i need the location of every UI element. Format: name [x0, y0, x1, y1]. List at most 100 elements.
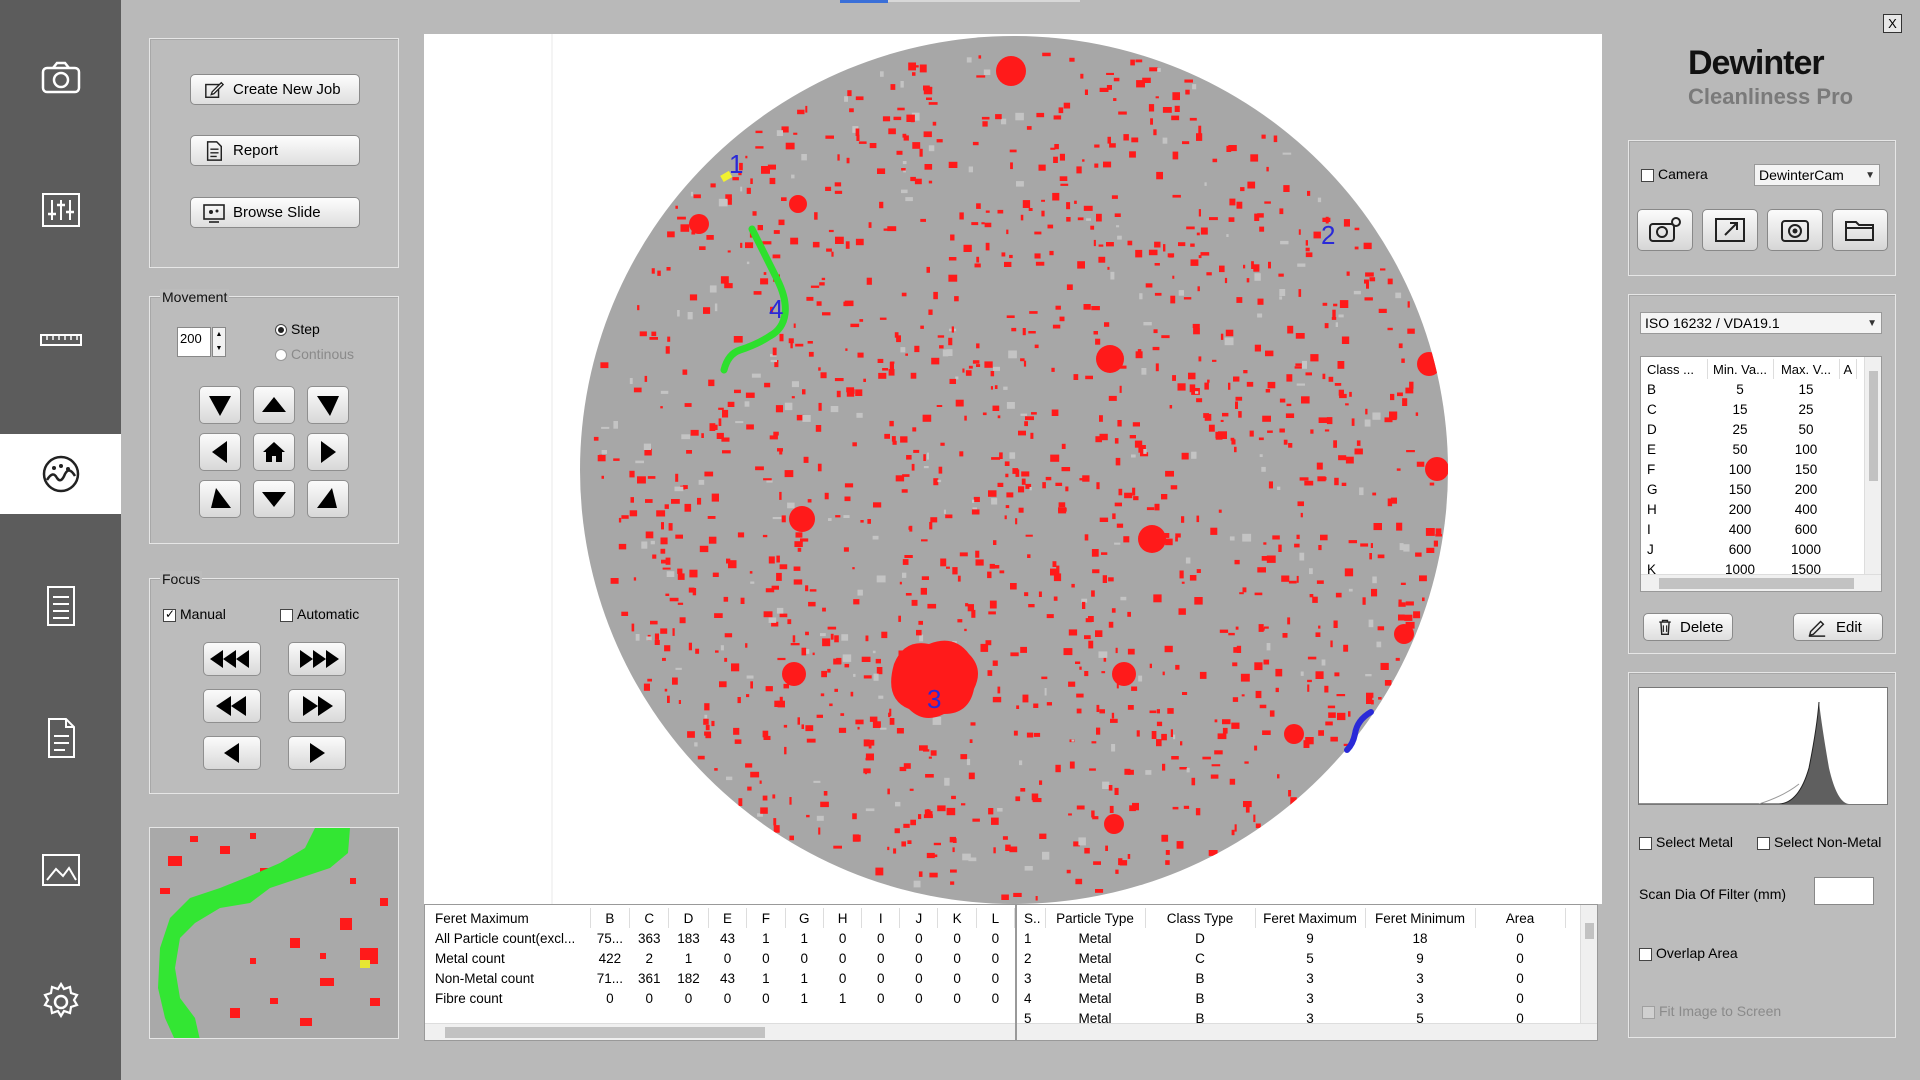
delete-button[interactable]: Delete: [1643, 613, 1733, 641]
nav-list[interactable]: [0, 566, 121, 646]
particle-column-header[interactable]: Class Type: [1145, 908, 1256, 928]
class-definition-header[interactable]: Max. V...: [1773, 359, 1840, 379]
table-row[interactable]: 5 Metal B 3 5 0: [1020, 1008, 1565, 1028]
particle-column-header[interactable]: Feret Minimum: [1365, 908, 1476, 928]
move-up-left-button[interactable]: [199, 480, 241, 518]
nav-adjust[interactable]: [0, 170, 121, 250]
particle-table-vscroll[interactable]: [1580, 905, 1597, 1025]
continuous-radio[interactable]: Continous: [275, 346, 354, 362]
particle-column-header[interactable]: Feret Maximum: [1255, 908, 1366, 928]
create-new-job-button[interactable]: Create New Job: [190, 74, 360, 105]
focus-fine-forward-button[interactable]: [288, 736, 346, 770]
class-definition-header[interactable]: Class ...: [1643, 359, 1708, 379]
fit-image-checkbox-box[interactable]: [1642, 1005, 1655, 1019]
camera-select[interactable]: DewinterCam ▼: [1754, 164, 1880, 186]
table-row[interactable]: K 1000 1500: [1643, 559, 1857, 579]
capture-button[interactable]: [1767, 209, 1823, 251]
nav-camera[interactable]: [0, 38, 121, 118]
focus-coarse-forward-button[interactable]: [288, 642, 346, 676]
table-row[interactable]: F 100 150: [1643, 459, 1857, 479]
table-row[interactable]: Fibre count 0 0 0 0 0 1 1 0 0 0 0: [431, 988, 1015, 1008]
class-definition-vscroll[interactable]: [1864, 357, 1881, 577]
move-down-left-button[interactable]: [199, 386, 241, 424]
step-radio-dot[interactable]: [275, 324, 287, 337]
focus-medium-forward-button[interactable]: [288, 689, 346, 723]
select-non-metal-checkbox[interactable]: Select Non-Metal: [1757, 834, 1881, 850]
automatic-checkbox-box[interactable]: [280, 608, 293, 622]
particle-column-header[interactable]: Area: [1475, 908, 1566, 928]
select-non-metal-checkbox-box[interactable]: [1757, 836, 1770, 850]
scan-dia-input[interactable]: [1814, 877, 1874, 905]
particle-column-header[interactable]: Particle Type: [1045, 908, 1146, 928]
class-column-header[interactable]: D: [668, 908, 709, 928]
particle-table-vscroll-thumb[interactable]: [1585, 923, 1594, 939]
overlap-area-checkbox[interactable]: Overlap Area: [1639, 945, 1738, 961]
fit-image-checkbox[interactable]: Fit Image to Screen: [1642, 1003, 1781, 1019]
class-column-header[interactable]: C: [629, 908, 670, 928]
focus-coarse-back-button[interactable]: [203, 642, 261, 676]
move-up-button[interactable]: [253, 386, 295, 424]
automatic-checkbox[interactable]: Automatic: [280, 606, 359, 622]
class-definition-header[interactable]: A: [1839, 359, 1858, 379]
camera-checkbox-box[interactable]: [1641, 168, 1654, 182]
manual-checkbox[interactable]: Manual: [163, 606, 226, 622]
move-up-right-button[interactable]: [307, 480, 349, 518]
overview-thumbnail[interactable]: [149, 827, 399, 1039]
class-table-hscroll-thumb[interactable]: [445, 1027, 765, 1038]
home-button[interactable]: [253, 433, 295, 471]
table-row[interactable]: H 200 400: [1643, 499, 1857, 519]
table-row[interactable]: G 150 200: [1643, 479, 1857, 499]
edit-button[interactable]: Edit: [1793, 613, 1883, 641]
report-button[interactable]: Report: [190, 135, 360, 166]
filter-image-viewport[interactable]: 1 2 3 4: [424, 34, 1602, 904]
class-column-header[interactable]: G: [785, 908, 824, 928]
focus-fine-back-button[interactable]: [203, 736, 261, 770]
class-table-hscroll[interactable]: [425, 1023, 1015, 1040]
table-row[interactable]: D 25 50: [1643, 419, 1857, 439]
table-row[interactable]: C 15 25: [1643, 399, 1857, 419]
table-row[interactable]: 3 Metal B 3 3 0: [1020, 968, 1565, 988]
class-column-header[interactable]: H: [823, 908, 863, 928]
close-button[interactable]: X: [1883, 14, 1902, 33]
open-folder-button[interactable]: [1832, 209, 1888, 251]
nav-settings[interactable]: [0, 962, 121, 1042]
table-row[interactable]: I 400 600: [1643, 519, 1857, 539]
class-column-header[interactable]: B: [590, 908, 631, 928]
camera-checkbox[interactable]: Camera: [1641, 166, 1708, 182]
class-column-header[interactable]: F: [746, 908, 786, 928]
standard-select[interactable]: ISO 16232 / VDA19.1 ▼: [1640, 312, 1882, 334]
overlap-area-checkbox-box[interactable]: [1639, 947, 1652, 961]
class-definition-header[interactable]: Min. Va...: [1707, 359, 1774, 379]
move-down-button[interactable]: [253, 480, 295, 518]
table-row[interactable]: B 5 15: [1643, 379, 1857, 399]
step-value-input[interactable]: 200: [177, 327, 211, 357]
nav-analysis[interactable]: [0, 434, 121, 514]
particle-column-header[interactable]: S..: [1020, 908, 1046, 928]
particle-list-table[interactable]: S.. Particle Type Class Type Feret Maximum F…: [1016, 904, 1598, 1041]
nav-report[interactable]: [0, 698, 121, 778]
table-row[interactable]: 1 Metal D 9 18 0: [1020, 928, 1565, 948]
particle-table-hscroll[interactable]: [1017, 1023, 1597, 1040]
class-definition-hscroll[interactable]: [1641, 574, 1881, 591]
class-column-header[interactable]: L: [976, 908, 1015, 928]
class-column-header[interactable]: I: [861, 908, 901, 928]
nav-gallery[interactable]: [0, 830, 121, 910]
move-down-right-button[interactable]: [307, 386, 349, 424]
table-row[interactable]: E 50 100: [1643, 439, 1857, 459]
class-definition-hscroll-thumb[interactable]: [1659, 578, 1854, 589]
move-left-button[interactable]: [199, 433, 241, 471]
table-row[interactable]: Metal count 422 2 1 0 0 0 0 0 0 0 0: [431, 948, 1015, 968]
class-definition-vscroll-thumb[interactable]: [1869, 371, 1878, 481]
camera-settings-button[interactable]: [1637, 209, 1693, 251]
class-column-header[interactable]: J: [899, 908, 939, 928]
table-row[interactable]: 2 Metal C 5 9 0: [1020, 948, 1565, 968]
select-metal-checkbox[interactable]: Select Metal: [1639, 834, 1733, 850]
table-row[interactable]: J 600 1000: [1643, 539, 1857, 559]
class-column-header[interactable]: K: [937, 908, 977, 928]
table-row[interactable]: 4 Metal B 3 3 0: [1020, 988, 1565, 1008]
select-metal-checkbox-box[interactable]: [1639, 836, 1652, 850]
move-right-button[interactable]: [307, 433, 349, 471]
step-radio[interactable]: Step: [275, 321, 320, 337]
step-spinner[interactable]: ▲ ▼: [212, 327, 226, 357]
